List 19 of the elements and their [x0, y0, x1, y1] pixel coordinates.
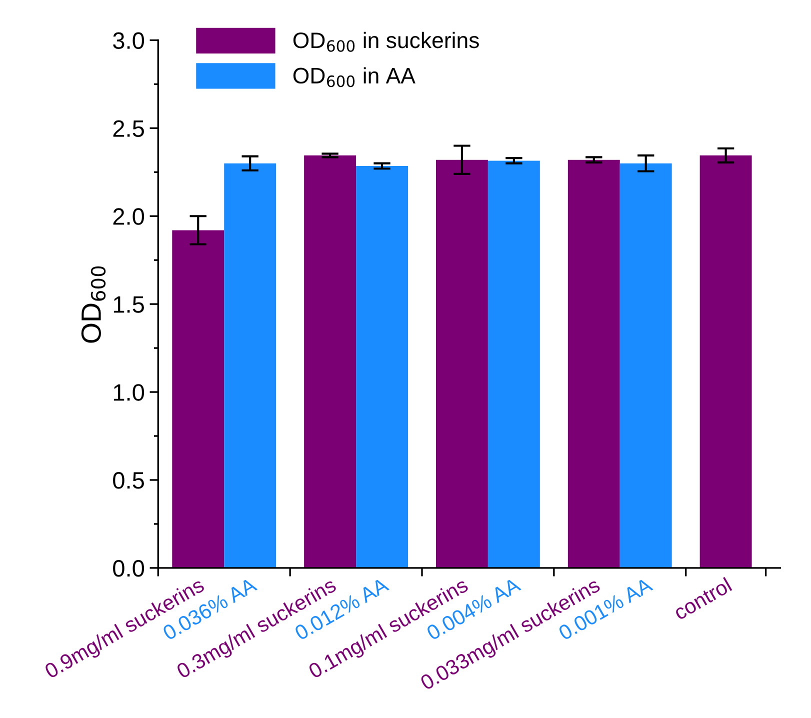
- y-tick-label: 3.0: [113, 32, 144, 49]
- bar: [304, 155, 356, 568]
- y-tick-label: 1.5: [114, 296, 144, 313]
- bar: [488, 160, 540, 568]
- y-tick-label: 0.0: [113, 560, 144, 577]
- y-tick-label: 2.5: [113, 120, 144, 137]
- bar: [224, 163, 276, 568]
- y-axis-title: OD$_{600}$: [81, 266, 106, 343]
- y-tick-label: 0.5: [113, 472, 144, 489]
- y-tick-label: 1.0: [114, 384, 144, 401]
- y-tick-label: 2.0: [113, 208, 144, 225]
- bar: [700, 155, 752, 568]
- bar: [620, 163, 672, 568]
- bar: [436, 160, 488, 568]
- legend-label: OD$_{600}$ in AA: [293, 67, 416, 88]
- bar: [356, 166, 408, 568]
- bar: [172, 230, 224, 568]
- legend-label: OD$_{600}$ in suckerins: [293, 32, 479, 52]
- bar: [568, 160, 620, 568]
